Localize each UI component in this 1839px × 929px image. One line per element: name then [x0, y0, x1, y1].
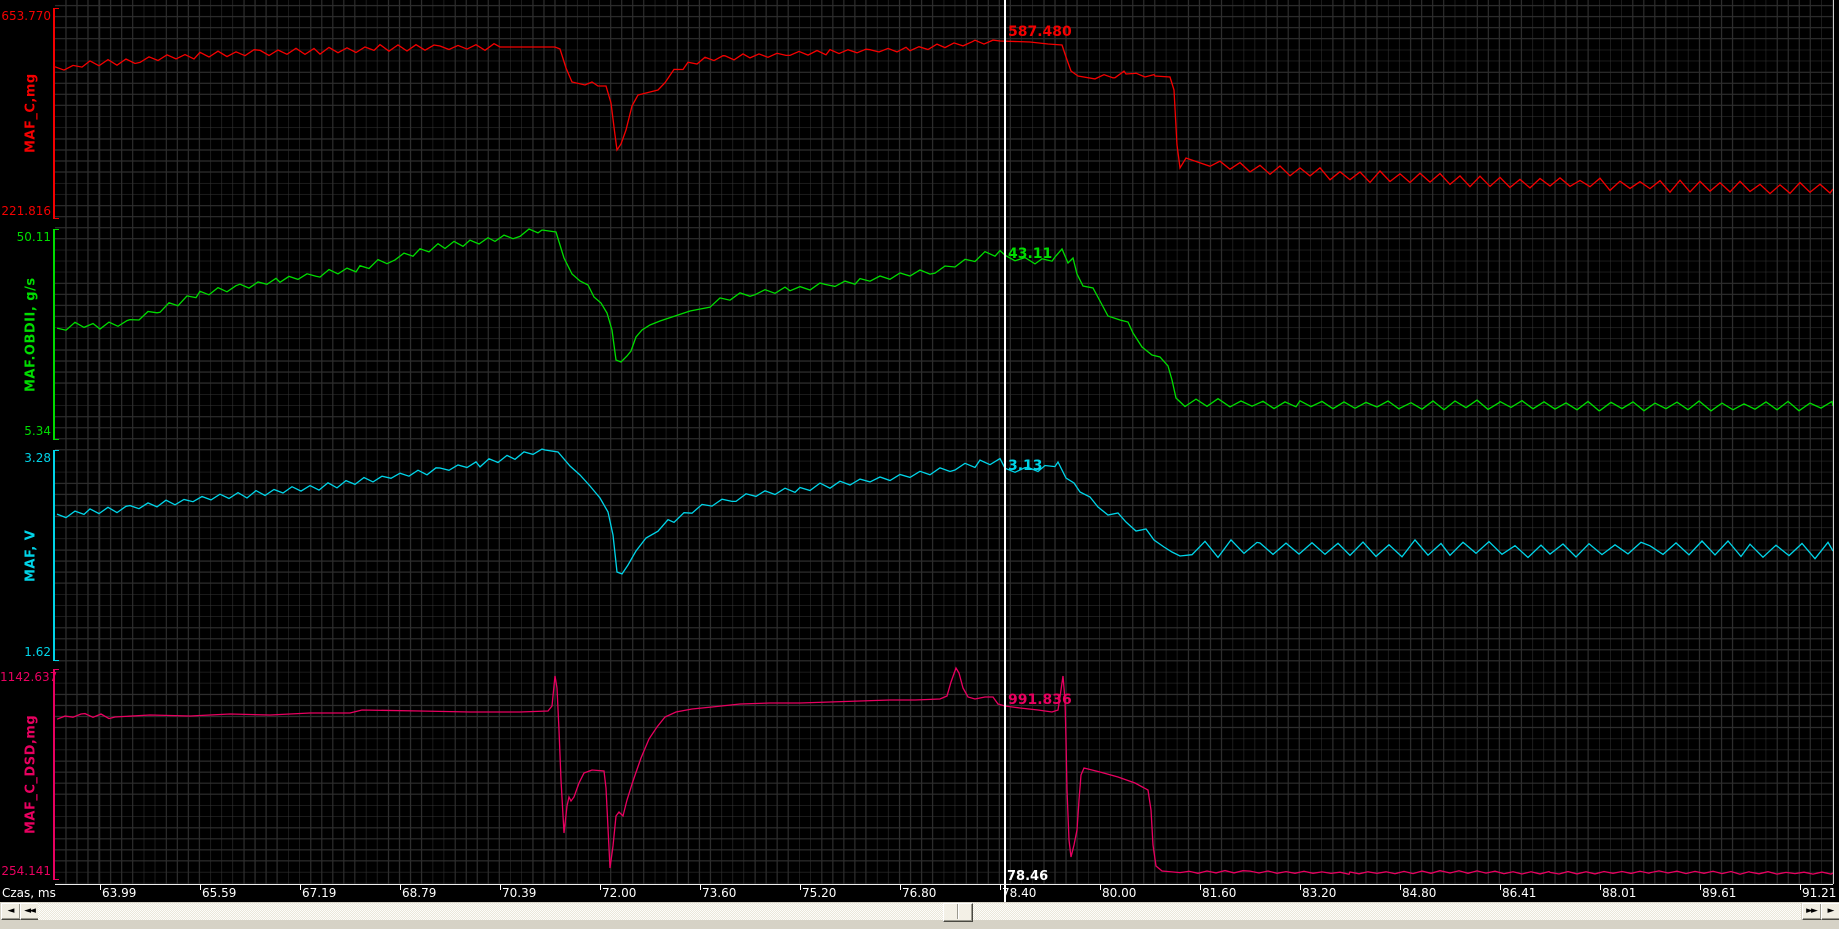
scrollbar-thumb[interactable]	[943, 903, 973, 922]
channel-label-maf-v: MAF, V	[23, 529, 39, 582]
scroll-step-forward-button[interactable]: ►	[1821, 903, 1839, 920]
axis-min-maf-c-dsd: 254.141	[1, 864, 51, 878]
trace-MAF, V	[56, 448, 1834, 575]
cursor-value-maf-c: 587.480	[1008, 24, 1072, 40]
cursor-value-maf-c-dsd: 991.836	[1008, 692, 1072, 708]
axis-max-maf-v: 3.28	[24, 451, 51, 465]
scrollbar-track[interactable]	[38, 903, 1801, 922]
plot-right-border	[1833, 0, 1834, 884]
window-bottom-edge	[0, 922, 1839, 929]
cursor-value-maf-obdii: 43.11	[1008, 246, 1053, 262]
cursor-time-value: 78.46	[1007, 869, 1049, 884]
trace-MAF_C,mg	[54, 39, 1834, 195]
axis-min-maf-c: 221.816	[1, 204, 51, 218]
traces-svg[interactable]	[0, 0, 1839, 902]
time-cursor-line[interactable]	[1004, 0, 1006, 902]
channel-label-maf-c: MAF_C,mg	[23, 73, 39, 154]
chart-grid	[55, 0, 1833, 884]
axis-max-maf-c-dsd: 1142.637	[0, 670, 58, 684]
trace-MAF_C_DSD,mg	[56, 666, 1834, 876]
scroll-step-back-button[interactable]: ◄	[1, 903, 21, 920]
axis-line-maf-v	[53, 450, 59, 661]
cursor-value-maf-v: 3.13	[1008, 458, 1043, 474]
axis-max-maf-obdii: 50.11	[16, 230, 51, 244]
axis-line-maf-obdii	[53, 229, 59, 440]
scroll-page-forward-button[interactable]: ►►	[1802, 903, 1822, 920]
horizontal-scrollbar: ◄ ◄◄ ►► ►	[0, 902, 1839, 922]
channel-label-maf-obdii: MAF.OBDII, g/s	[23, 277, 39, 392]
axis-min-maf-v: 1.62	[24, 645, 51, 659]
channel-label-maf-c-dsd: MAF_C_DSD,mg	[23, 714, 39, 835]
axis-min-maf-obdii: 5.34	[24, 424, 51, 438]
axis-max-maf-c: 653.770	[1, 9, 51, 23]
scroll-page-back-button[interactable]: ◄◄	[20, 903, 40, 920]
axis-line-maf-c-dsd	[53, 669, 59, 880]
axis-line-maf-c	[53, 8, 59, 219]
trace-MAF.OBDII, g/s	[56, 228, 1834, 412]
